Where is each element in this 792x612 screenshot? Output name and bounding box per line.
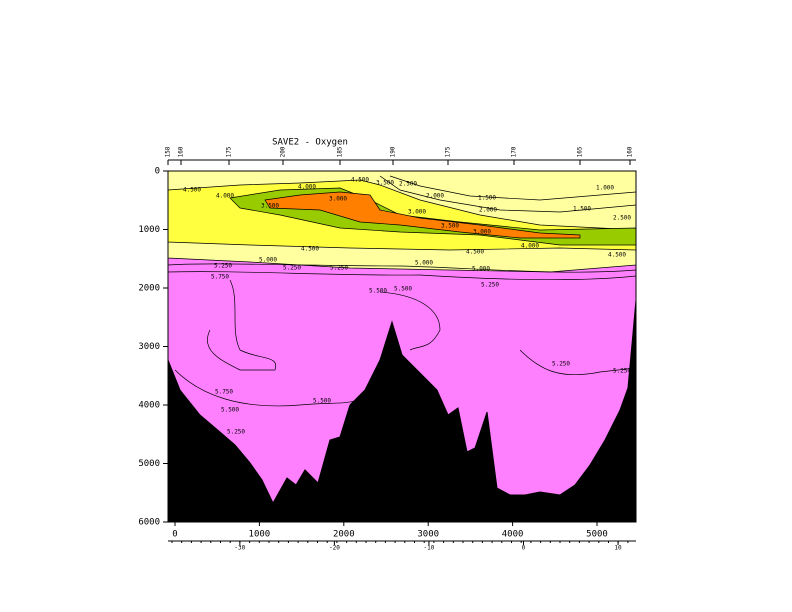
station-label: 175 (445, 146, 452, 157)
contour-label: 3.500 (441, 223, 459, 230)
y-tick-label: 2000 (138, 284, 160, 294)
contour-label: 5.250 (214, 263, 232, 270)
chart-title: SAVE2 - Oxygen (272, 138, 348, 148)
station-label: 175 (226, 146, 233, 157)
x-tick-label: 2000 (333, 530, 355, 540)
contour-label: 5.750 (211, 274, 229, 281)
contour-label: 5.000 (472, 266, 490, 273)
contour-label: 5.250 (330, 265, 348, 272)
contour-label: 5.000 (415, 260, 433, 267)
y-tick-label: 0 (155, 167, 160, 177)
contour-label: 4.500 (466, 249, 484, 256)
contour-label: 4.000 (521, 243, 539, 250)
x-tick-label: 1000 (249, 530, 271, 540)
oxygen-band (264, 191, 581, 239)
station-label: 165 (577, 146, 584, 157)
contour-label: 5.250 (481, 282, 499, 289)
contour-label: 3.500 (376, 180, 394, 187)
station-label: 160 (627, 146, 634, 157)
y-tick-label: 6000 (138, 518, 160, 528)
contour-label: 4.000 (298, 184, 316, 191)
contour-label: 3.500 (261, 203, 279, 210)
x-tick-label: 0 (172, 530, 177, 540)
y-tick-label: 3000 (138, 342, 160, 352)
contour-label: 2.500 (399, 181, 417, 188)
contour-label: 3.000 (473, 229, 491, 236)
station-label: 160 (178, 146, 185, 157)
contour-label: 5.500 (221, 407, 239, 414)
x-tick-label: 3000 (417, 530, 439, 540)
station-label: 190 (390, 146, 397, 157)
contour-label: 5.250 (613, 368, 631, 375)
y-tick-label: 4000 (138, 401, 160, 411)
seafloor-fill (168, 299, 636, 522)
contour-label: 5.500 (369, 288, 387, 295)
contour-label: 5.250 (552, 361, 570, 368)
x-tick-label: 5000 (586, 530, 608, 540)
station-label: 185 (337, 146, 344, 157)
contour-label: 4.000 (216, 193, 234, 200)
y-tick-label: 5000 (138, 459, 160, 469)
contour-label: 5.000 (259, 257, 277, 264)
contour-label: 1.500 (573, 206, 591, 213)
contour-label: 1.000 (596, 185, 614, 192)
contour-label: 4.500 (608, 252, 626, 259)
x2-tick-label: 0 (522, 545, 526, 552)
contour-label: 4.500 (183, 187, 201, 194)
contour-label: 5.500 (394, 286, 412, 293)
seafloor (167, 299, 637, 505)
contour-label: 2.500 (613, 215, 631, 222)
contour-label: 4.500 (301, 246, 319, 253)
contour-label: 5.250 (227, 429, 245, 436)
x2-tick-label: 10 (614, 545, 622, 552)
contour-line (167, 175, 637, 407)
contour-label: 2.000 (479, 207, 497, 214)
y-tick-label: 1000 (138, 225, 160, 235)
contour-label: 3.000 (408, 209, 426, 216)
contour-label: 3.000 (329, 196, 347, 203)
contour-label: 5.750 (215, 389, 233, 396)
contour-label: 5.500 (313, 398, 331, 405)
x2-tick-label: -10 (424, 545, 435, 552)
station-label: 170 (511, 146, 518, 157)
contour-label: 5.250 (283, 265, 301, 272)
station-label: 158 (165, 146, 172, 157)
x2-tick-label: -30 (234, 545, 245, 552)
contour-label: 2.000 (426, 193, 444, 200)
contour-label: 1.500 (478, 195, 496, 202)
station-label: 200 (280, 146, 287, 157)
contour-label: 4.500 (351, 177, 369, 184)
x2-tick-label: -20 (329, 545, 340, 552)
x-tick-label: 4000 (502, 530, 524, 540)
